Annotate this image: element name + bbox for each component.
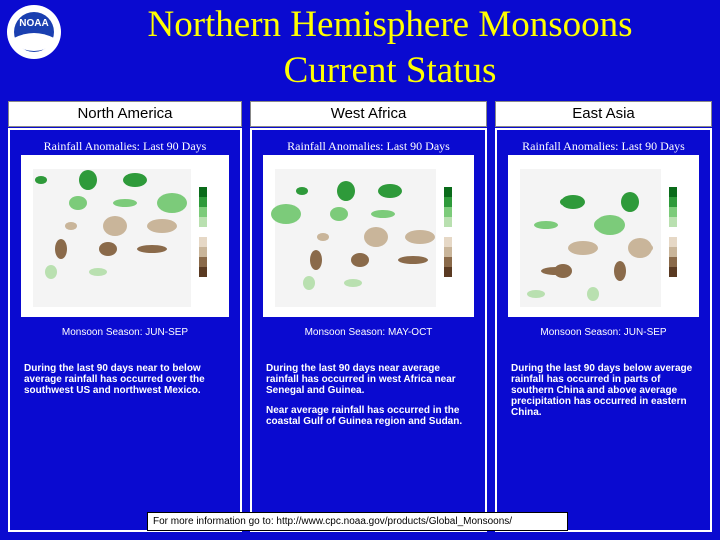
description: During the last 90 days below average ra… <box>511 363 698 427</box>
title: Northern Hemisphere Monsoons <box>147 4 633 45</box>
map-shape <box>199 257 207 267</box>
map-shape <box>303 276 315 290</box>
map-shape <box>123 173 147 187</box>
map-shape <box>199 217 207 227</box>
map-shape <box>65 222 77 230</box>
map-shape <box>35 176 47 184</box>
map-shape <box>310 250 322 270</box>
map-shape <box>444 227 452 237</box>
panel-frame <box>8 128 242 532</box>
map-subtitle: Rainfall Anomalies: Last 90 Days <box>287 139 450 153</box>
map-shape <box>344 279 362 287</box>
map-shape <box>55 239 67 259</box>
map-shape <box>199 227 207 237</box>
season-label: Monsoon Season: JUN-SEP <box>61 327 189 338</box>
season-label: Monsoon Season: JUN-SEP <box>540 327 667 338</box>
map-shape <box>444 217 452 227</box>
map-shape <box>296 187 308 195</box>
map-shape <box>330 207 348 221</box>
map-shape <box>669 237 677 247</box>
map-shape <box>444 187 452 197</box>
map-shape <box>364 227 388 247</box>
region-header: East Asia <box>495 101 712 127</box>
noaa-logo: NOAA <box>7 5 61 59</box>
map-shape <box>628 238 652 258</box>
title: Current Status <box>283 50 497 91</box>
map-shape <box>398 256 428 264</box>
map-subtitle: Rainfall Anomalies: Last 90 Days <box>522 139 685 153</box>
map-shape <box>527 290 545 298</box>
anomaly-map <box>21 155 229 317</box>
map-shape <box>199 267 207 277</box>
map-shape <box>337 181 355 201</box>
map-shape <box>595 215 625 235</box>
paragraph: During the last 90 days near average rai… <box>266 363 456 396</box>
description: During the last 90 days near to below av… <box>24 363 228 405</box>
map-shape <box>587 287 599 301</box>
logo-text: NOAA <box>19 18 48 29</box>
map-shape <box>554 264 572 278</box>
map-shape <box>199 187 207 197</box>
map-shape <box>669 227 677 237</box>
map-shape <box>444 237 452 247</box>
map-shape <box>113 199 137 207</box>
map-shape <box>405 230 435 244</box>
map-shape <box>45 265 57 279</box>
map-shape <box>371 210 395 218</box>
map-shape <box>444 247 452 257</box>
map-shape <box>621 192 639 212</box>
map-shape <box>568 241 598 255</box>
map-shape <box>669 247 677 257</box>
season-label: Monsoon Season: MAY-OCT <box>304 327 433 338</box>
map-shape <box>444 207 452 217</box>
map-shape <box>669 267 677 277</box>
map-shape <box>99 242 117 256</box>
paragraph: During the last 90 days below average ra… <box>511 363 693 418</box>
map-shape <box>79 170 97 190</box>
map-shape <box>641 244 653 252</box>
map-subtitle: Rainfall Anomalies: Last 90 Days <box>43 139 207 153</box>
region-header: North America <box>8 101 242 127</box>
map-shape <box>199 207 207 217</box>
panel-frame <box>250 128 487 532</box>
map-shape <box>69 196 87 210</box>
map-shape <box>444 257 452 267</box>
map-shape <box>317 233 329 241</box>
map-shape <box>157 193 187 213</box>
map-shape <box>147 219 177 233</box>
map-shape <box>137 245 167 253</box>
map-shape <box>561 195 585 209</box>
map-shape <box>669 257 677 267</box>
map-shape <box>534 221 558 229</box>
map-shape <box>33 169 191 307</box>
map-shape <box>669 197 677 207</box>
map-shape <box>669 207 677 217</box>
map-shape <box>199 237 207 247</box>
map-shape <box>351 253 369 267</box>
anomaly-map <box>263 155 474 317</box>
map-shape <box>520 169 661 307</box>
region-header: West Africa <box>250 101 487 127</box>
map-shape <box>199 197 207 207</box>
map-shape <box>614 261 626 281</box>
map-shape <box>199 247 207 257</box>
map-shape <box>271 204 301 224</box>
map-shape <box>444 197 452 207</box>
description: During the last 90 days near average rai… <box>266 363 473 436</box>
map-shape <box>444 267 452 277</box>
paragraph: Near average rainfall has occurred in th… <box>266 405 463 427</box>
footer-link[interactable]: For more information go to: http://www.c… <box>147 512 568 531</box>
map-shape <box>669 217 677 227</box>
anomaly-map <box>508 155 699 317</box>
map-shape <box>669 187 677 197</box>
map-shape <box>103 216 127 236</box>
panel-frame <box>495 128 712 532</box>
map-shape <box>378 184 402 198</box>
map-shape <box>89 268 107 276</box>
paragraph: During the last 90 days near to below av… <box>24 363 205 396</box>
